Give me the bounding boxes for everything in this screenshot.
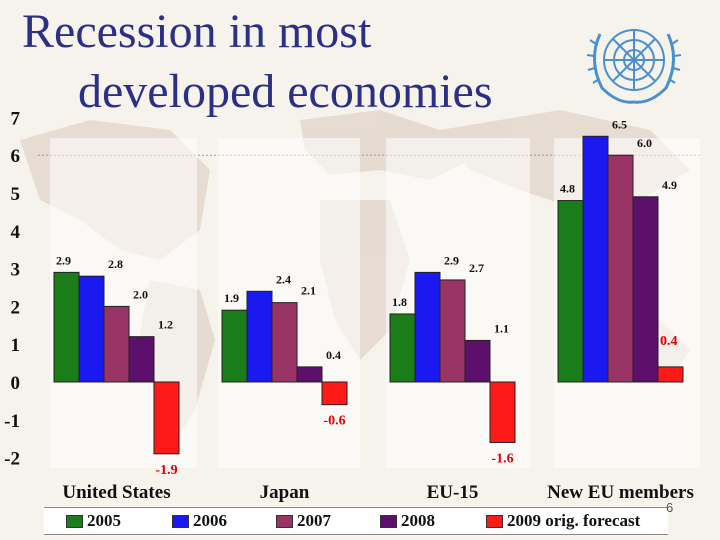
- legend-swatch: [172, 514, 189, 528]
- bar: [489, 381, 516, 443]
- legend-swatch: [276, 514, 293, 528]
- y-tick-label: 0: [11, 373, 21, 394]
- data-label: 0.4: [326, 348, 341, 362]
- legend-item: 2009 orig. forecast: [486, 511, 640, 531]
- un-emblem-icon: [586, 29, 682, 104]
- page-title-line-2: developed economies: [78, 65, 493, 118]
- data-labels: 2.9 1.9 1.8 4.8 2.8 2.4 2.9 6.5 2.0 2.1 2.7 6.0 1.2 0…: [56, 117, 678, 478]
- data-label: 2.8: [108, 257, 123, 271]
- legend-swatch: [486, 514, 503, 528]
- legend-swatch: [380, 514, 397, 528]
- data-label: 2.7: [469, 261, 484, 275]
- y-tick-label: -2: [4, 449, 20, 470]
- bar: [246, 290, 273, 383]
- data-label: 1.9: [224, 291, 239, 305]
- bar: [53, 271, 80, 383]
- data-label: 2.4: [276, 272, 291, 286]
- bar: [296, 366, 323, 383]
- bar: [78, 275, 105, 383]
- legend-item: 2008: [380, 511, 435, 531]
- legend: 2005 2006 2007 2008 2009 orig. forecast: [44, 507, 668, 535]
- data-label: 1.1: [494, 321, 509, 335]
- data-label: 4.8: [560, 182, 575, 196]
- page-title-line-1: Recession in most: [22, 5, 372, 58]
- data-label: 2.1: [301, 284, 316, 298]
- bar: [439, 279, 466, 383]
- bar: [464, 339, 491, 383]
- legend-label: 2005: [87, 511, 121, 530]
- bar: [414, 271, 441, 383]
- data-label: 1.8: [392, 295, 407, 309]
- bar: [632, 196, 659, 383]
- legend-label: 2009 orig. forecast: [507, 511, 641, 530]
- legend-item: 2007: [276, 511, 331, 531]
- legend-label: 2007: [297, 511, 331, 530]
- data-label: 2.0: [133, 287, 148, 301]
- bar: [607, 154, 634, 383]
- data-label: 6.5: [612, 117, 627, 131]
- y-axis: -2 -1 0 1 2 3 4 5 6 7: [4, 108, 20, 469]
- bar: [657, 366, 684, 383]
- y-tick-label: 4: [11, 222, 21, 243]
- legend-item: 2005: [66, 511, 121, 531]
- data-label: 4.9: [662, 178, 677, 192]
- bars: [53, 135, 684, 455]
- category-label: Japan: [260, 482, 310, 503]
- category-label: United States: [62, 482, 170, 503]
- data-label: 2.9: [56, 253, 71, 267]
- category-label: EU-15: [427, 482, 479, 503]
- y-tick-label: 6: [11, 146, 21, 167]
- data-label: 1.2: [158, 318, 173, 332]
- bar: [153, 381, 180, 455]
- bar: [128, 336, 155, 383]
- data-label: -1.9: [155, 463, 177, 478]
- bar: [582, 135, 609, 383]
- bar: [221, 309, 248, 383]
- y-tick-label: 5: [11, 184, 21, 205]
- legend-label: 2008: [401, 511, 435, 530]
- bar: [389, 313, 416, 383]
- bar: [103, 305, 130, 383]
- bar: [557, 200, 584, 383]
- y-tick-label: 2: [11, 297, 21, 318]
- category-labels: United States Japan EU-15 New EU members: [62, 482, 693, 503]
- data-label: 0.4: [660, 334, 678, 349]
- category-label: New EU members: [547, 482, 694, 503]
- data-label: 6.0: [637, 136, 652, 150]
- data-label: -0.6: [323, 414, 345, 429]
- bar: [271, 302, 298, 383]
- y-tick-label: 3: [11, 260, 21, 281]
- y-tick-label: 1: [11, 335, 21, 356]
- legend-item: 2006: [172, 511, 227, 531]
- slide-number: 6: [666, 500, 674, 515]
- y-tick-label: -1: [4, 411, 20, 432]
- legend-swatch: [66, 514, 83, 528]
- y-tick-label: 7: [11, 108, 21, 129]
- data-label: 2.9: [444, 253, 459, 267]
- data-label: -1.6: [491, 451, 513, 466]
- bar: [321, 381, 348, 406]
- legend-label: 2006: [193, 511, 227, 530]
